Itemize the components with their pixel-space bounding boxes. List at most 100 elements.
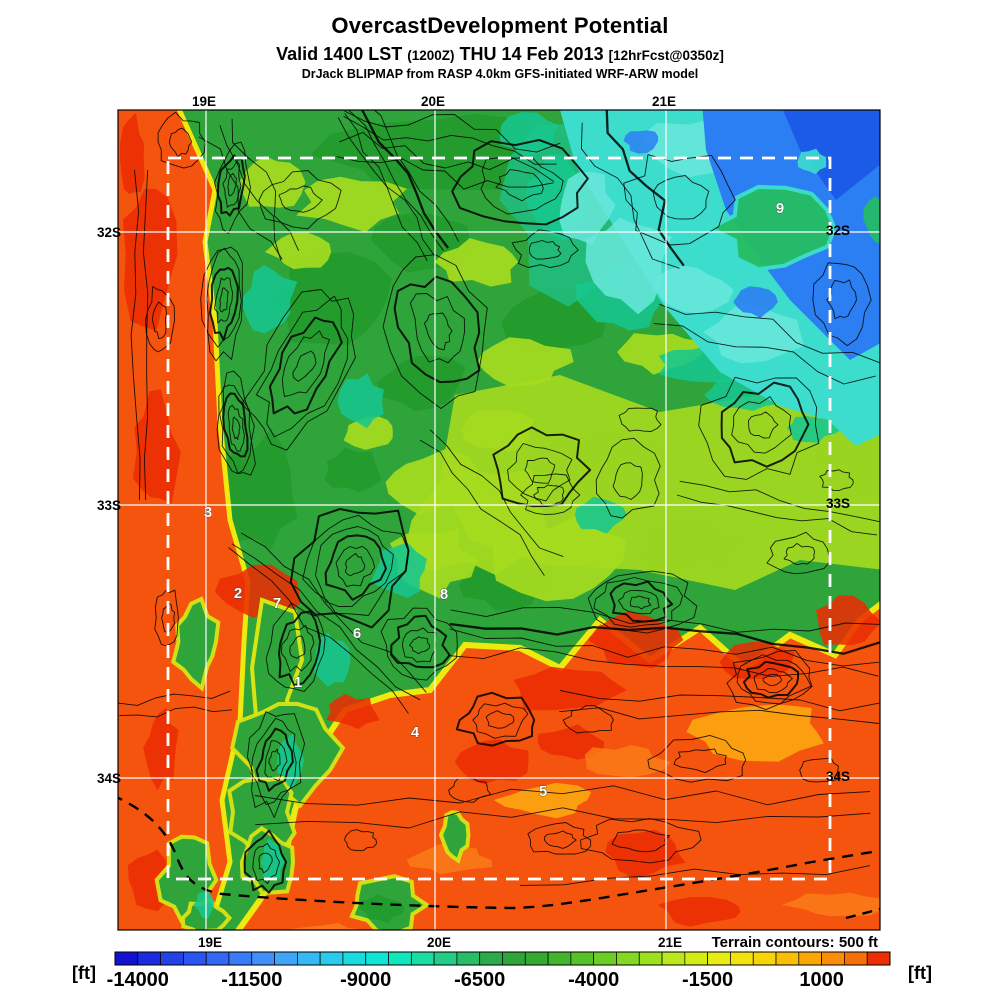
contour-ridge [255,807,871,829]
contour-ridge [419,439,545,576]
contour-ring [562,705,614,734]
colorbar-segment [137,951,161,966]
contour-ring [154,589,179,647]
field-region [654,265,734,314]
contour-ring [527,822,592,855]
contour-ring [520,473,581,516]
colorbar-segment [410,951,435,966]
contour-ring [595,437,661,519]
colorbar-segment [319,951,344,966]
contour-ring [736,654,812,705]
colorbar-segment [570,951,595,966]
field-region [326,693,380,730]
contour-ring [629,595,652,610]
contour-ring [617,590,660,615]
field-region [406,844,493,875]
contour-ridge [231,118,300,251]
valid-time-line: Valid 1400 LST (1200Z) THU 14 Feb 2013 [… [0,44,1000,65]
colorbar-unit-left: [ft] [72,963,96,983]
contour-ring [292,350,317,382]
colorbar-segment [593,951,617,966]
contour-ring [161,602,176,633]
contour-ring [401,627,437,663]
field-region [733,286,778,318]
colorbar-segment [684,951,708,966]
colorbar: -14000 -11500 -9000 -6500 -4000 -1500 1000 [107,951,891,991]
colorbar-segment [707,951,731,966]
colorbar-tick-label: -4000 [568,969,619,991]
colorbar-segment [730,951,754,966]
contour-ring [652,175,710,220]
colorbar-segment [798,951,822,966]
contour-ridge [520,865,870,886]
contour-ring [612,462,643,500]
contour-ring [222,392,249,458]
field-region [686,704,824,762]
contour-ridge [344,110,561,153]
field-region [120,112,145,194]
contour-ring [258,852,273,874]
site-marker-3: 3 [204,504,212,521]
field-region [277,733,305,788]
lon-label-bottom: 21E [658,935,682,950]
contour-ring [200,246,243,362]
colorbar-segment [775,951,800,966]
lat-label-right: 33S [826,496,850,511]
field-region [575,496,627,534]
contour-ring [623,154,736,246]
colorbar-segment [661,951,686,966]
contour-ring [344,553,366,577]
colorbar-segment [844,951,868,966]
contour-ring [753,668,793,694]
field-region [454,739,529,785]
lat-label-left: 34S [97,771,121,786]
colorbar-segment [616,951,640,966]
contour-ring [255,295,349,438]
contour-ridge [653,323,876,385]
contour-ridge [130,170,141,501]
contour-ridge [676,494,878,536]
contour-ring [511,229,579,269]
lat-label-right: 32S [826,223,850,238]
contour-ridge [605,110,685,267]
colorbar-segment [524,951,549,966]
field-region [143,707,179,791]
lon-label-top: 20E [421,94,445,109]
contour-ridge [580,122,680,269]
contour-ridge [228,547,409,714]
contour-ring [393,275,481,384]
field-region [537,724,605,760]
contour-ridge [679,480,880,523]
field-region [816,595,880,646]
field-region [337,373,384,429]
contour-ring [264,740,288,782]
field-region [296,176,407,233]
contour-ridge [240,532,427,693]
map-frame [117,109,881,931]
contour-ring [783,542,816,566]
colorbar-segment [821,951,845,966]
contour-ring [698,376,820,480]
field-region [292,922,362,930]
contour-ridge [560,690,880,712]
contour-ring [280,624,315,672]
contour-ring [344,829,377,852]
contour-ring [492,426,592,508]
contour-ring [485,710,515,729]
site-marker-6: 6 [353,625,361,642]
contour-ridge [118,690,231,706]
colorbar-segment [160,951,184,966]
page-title: OvercastDevelopment Potential [331,13,669,38]
colorbar-tick-label: -9000 [340,969,391,991]
lat-label-left: 33S [97,498,121,513]
colorbar-border [114,951,891,966]
contour-ring [673,748,727,774]
contour-ring [278,185,323,213]
contour-ring [289,635,306,659]
field-region [584,745,671,778]
colorbar-segment [114,951,139,966]
colorbar-segment [183,951,207,966]
contour-ring [647,734,747,783]
contour-ring [408,636,431,655]
contour-ring [302,514,409,616]
